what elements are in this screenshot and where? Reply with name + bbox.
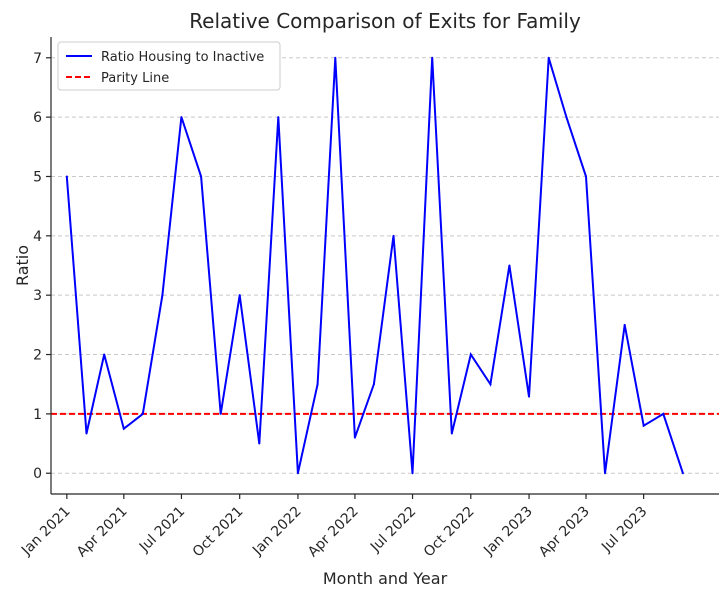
data-point: [681, 472, 684, 475]
data-point: [528, 395, 531, 398]
legend: Ratio Housing to Inactive Parity Line: [57, 41, 281, 91]
x-tick-label: Apr 2022: [305, 504, 362, 561]
x-tick-label: Jul 2023: [598, 504, 650, 556]
data-point: [277, 116, 280, 119]
data-point: [547, 56, 550, 59]
data-point: [604, 472, 607, 475]
data-point: [258, 442, 261, 445]
x-tick-label: Jul 2022: [367, 504, 419, 556]
y-tick-label: 4: [33, 229, 42, 245]
data-point: [392, 234, 395, 237]
y-ticks: 0 1 2 3 4 5 6 7: [33, 51, 51, 482]
data-point: [334, 56, 337, 59]
y-tick-label: 7: [33, 51, 42, 67]
data-point: [200, 175, 203, 178]
y-tick-label: 0: [33, 466, 42, 482]
data-point: [508, 264, 511, 267]
data-point: [450, 432, 453, 435]
data-point: [585, 175, 588, 178]
y-axis-label: Ratio: [13, 245, 32, 286]
y-tick-label: 3: [33, 288, 42, 304]
x-ticks: Jan 2021 Apr 2021 Jul 2021 Oct 2021 Jan 2022…: [18, 494, 650, 560]
data-point: [469, 353, 472, 356]
data-point: [141, 412, 144, 415]
axes: [50, 37, 719, 495]
y-tick-label: 1: [33, 407, 42, 423]
x-tick-label: Jul 2021: [136, 504, 188, 556]
data-point: [642, 424, 645, 427]
y-tick-label: 5: [33, 169, 42, 185]
data-point: [122, 427, 125, 430]
data-point: [65, 175, 68, 178]
data-point: [623, 323, 626, 326]
chart-title: Relative Comparison of Exits for Family: [189, 9, 581, 33]
data-point: [662, 412, 665, 415]
data-point: [85, 432, 88, 435]
x-tick-label: Jan 2023: [480, 504, 536, 560]
x-tick-label: Oct 2022: [421, 504, 478, 561]
x-tick-label: Oct 2021: [190, 504, 247, 561]
series-layer: [65, 56, 684, 475]
data-point: [431, 56, 434, 59]
x-axis-label: Month and Year: [323, 569, 448, 588]
y-tick-label: 6: [33, 110, 42, 126]
y-tick-label: 2: [33, 348, 42, 364]
series-line-ratio: [65, 57, 684, 474]
data-point: [161, 294, 164, 297]
data-point: [489, 383, 492, 386]
data-point: [372, 383, 375, 386]
data-point: [565, 116, 568, 119]
data-point: [103, 353, 106, 356]
data-point: [219, 412, 222, 415]
data-point: [411, 472, 414, 475]
data-point: [180, 116, 183, 119]
gridlines: [51, 57, 719, 474]
data-point: [296, 472, 299, 475]
x-tick-label: Jan 2022: [249, 504, 305, 560]
data-point: [238, 294, 241, 297]
x-tick-label: Jan 2021: [18, 504, 74, 560]
legend-box: [57, 41, 281, 91]
x-tick-label: Apr 2023: [536, 504, 593, 561]
legend-label-ratio: Ratio Housing to Inactive: [101, 50, 264, 65]
data-point: [316, 383, 319, 386]
data-point: [353, 436, 356, 439]
legend-label-parity: Parity Line: [101, 71, 169, 86]
x-tick-label: Apr 2021: [74, 504, 131, 561]
